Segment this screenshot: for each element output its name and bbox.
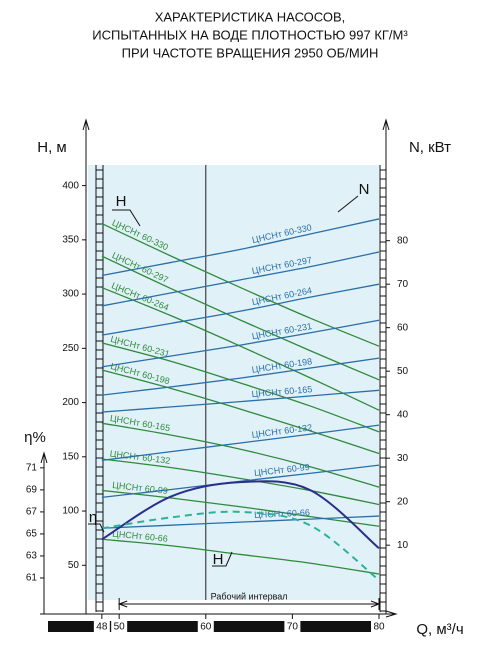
annotation: η — [89, 509, 97, 526]
curve — [101, 319, 380, 368]
curve — [101, 369, 380, 455]
x-tick-label: 70 — [287, 622, 299, 633]
title-line: ПРИ ЧАСТОТЕ ВРАЩЕНИЯ 2950 ОБ/МИН — [122, 45, 379, 60]
y-tick-label: 200 — [62, 397, 79, 408]
y2-tick-label: 50 — [397, 366, 409, 377]
y3-tick-label: 67 — [26, 507, 38, 518]
y-tick-label: 300 — [62, 289, 79, 300]
title-line: ХАРАКТЕРИСТИКА НАСОСОВ, — [155, 9, 346, 24]
curve — [101, 283, 380, 336]
title-line: ИСПЫТАННЫХ НА ВОДЕ ПЛОТНОСТЬЮ 997 КГ/М³ — [92, 27, 408, 42]
y-tick-label: 150 — [62, 451, 79, 462]
y2-tick-label: 80 — [397, 235, 409, 246]
y2-tick-label: 40 — [397, 409, 409, 420]
interval-label: Рабочий интервал — [211, 591, 288, 601]
curve — [101, 342, 380, 433]
curve — [101, 489, 380, 527]
y-tick-label: 400 — [62, 180, 79, 191]
annotation: Н — [116, 193, 127, 210]
curve — [101, 480, 380, 550]
x-tick-label-bg — [284, 621, 301, 632]
annotation-leader — [112, 209, 141, 227]
y2-tick-label: 20 — [397, 496, 409, 507]
curve — [101, 422, 380, 488]
curve — [101, 389, 380, 413]
x-axis-label: Q, м³/ч — [416, 621, 463, 638]
curve — [101, 424, 380, 462]
x-tick-label: 60 — [200, 622, 212, 633]
x-tick-label-bg — [111, 621, 128, 632]
curve — [101, 222, 380, 347]
y2-tick-label: 60 — [397, 322, 409, 333]
curve — [101, 286, 380, 411]
curve — [101, 218, 380, 277]
arrow — [40, 451, 48, 464]
y-tick-label: 100 — [62, 506, 79, 517]
y-tick-label: 350 — [62, 234, 79, 245]
y-axis-label: Н, м — [37, 139, 66, 156]
annotation: N — [359, 181, 370, 198]
x-scale-bar — [48, 621, 386, 632]
plot-area — [88, 165, 379, 600]
y3-tick-label: 71 — [26, 462, 38, 473]
curve — [101, 255, 380, 381]
annotation: Н — [213, 551, 224, 568]
curve-label: ЦНСНт 60-66 — [254, 507, 310, 519]
y3-tick-label: 69 — [26, 485, 38, 496]
y-tick-label: 50 — [68, 560, 80, 571]
y3-axis-label: η% — [24, 429, 46, 446]
y2-tick-label: 10 — [397, 540, 409, 551]
y3-tick-label: 65 — [26, 529, 38, 540]
annotation-leader — [212, 551, 233, 567]
y2-tick-label: 30 — [397, 453, 409, 464]
y2-tick-label: 70 — [397, 279, 409, 290]
y3-tick-label: 61 — [26, 573, 38, 584]
y-tick-label: 250 — [62, 343, 79, 354]
annotation-leader — [337, 195, 359, 213]
curve-label: ЦНСНт 60-165 — [251, 384, 312, 399]
arrow — [382, 118, 390, 131]
x-tick-label: 80 — [373, 622, 385, 633]
y3-tick-label: 63 — [26, 551, 38, 562]
x-tick-label-bg — [371, 621, 387, 632]
arrow — [82, 118, 90, 131]
curve — [101, 458, 380, 506]
x-tick-label: 48 — [96, 622, 108, 633]
annotation-leader — [88, 523, 105, 533]
curve — [101, 357, 380, 396]
curve — [101, 538, 380, 575]
x-tick-label: 50 — [114, 622, 126, 633]
curve — [101, 515, 380, 529]
x-tick-label-bg — [197, 621, 214, 632]
curve — [101, 510, 380, 581]
x-tick-label-bg — [93, 621, 110, 632]
curve — [101, 251, 380, 307]
y2-axis-label: N, кВт — [409, 139, 451, 156]
arrow — [385, 610, 398, 618]
